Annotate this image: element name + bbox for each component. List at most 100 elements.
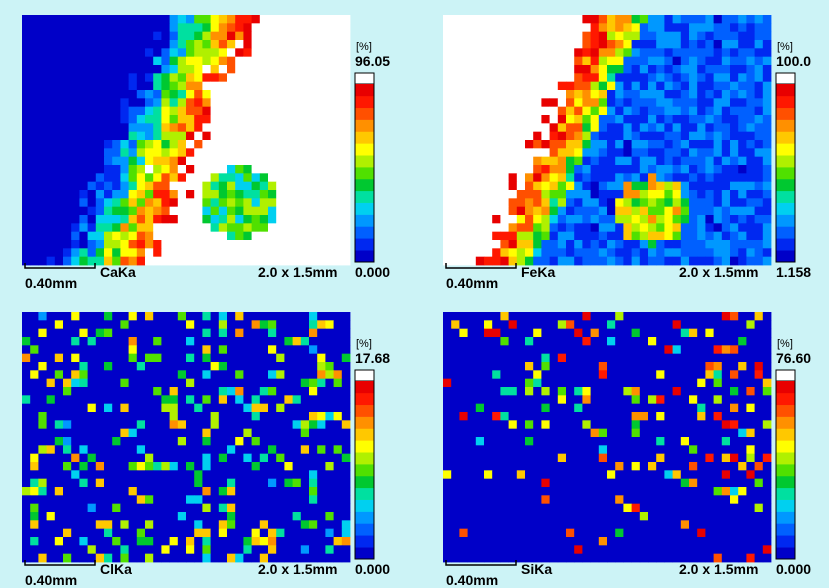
map-pixel <box>468 48 477 57</box>
map-pixel <box>533 73 542 82</box>
map-pixel <box>211 437 220 446</box>
map-pixel <box>591 445 600 454</box>
map-pixel <box>623 123 632 132</box>
map-pixel <box>500 462 509 471</box>
map-pixel <box>722 148 731 157</box>
map-pixel <box>235 437 244 446</box>
map-pixel <box>63 462 72 471</box>
map-pixel <box>746 107 755 116</box>
map-pixel <box>558 82 567 91</box>
map-pixel <box>120 198 129 207</box>
map-pixel <box>79 379 88 388</box>
map-pixel <box>227 345 236 354</box>
map-pixel <box>673 370 682 379</box>
map-pixel <box>484 354 493 363</box>
map-pixel <box>558 48 567 57</box>
map-pixel <box>96 520 105 529</box>
map-pixel <box>722 354 731 363</box>
map-pixel <box>582 354 591 363</box>
map-pixel <box>656 479 665 488</box>
map-pixel <box>664 312 673 321</box>
map-pixel <box>705 487 714 496</box>
map-pixel <box>500 257 509 266</box>
map-pixel <box>459 395 468 404</box>
map-pixel <box>722 90 731 99</box>
map-pixel <box>623 504 632 513</box>
map-pixel <box>656 537 665 546</box>
map-pixel <box>746 48 755 57</box>
map-pixel <box>730 479 739 488</box>
map-pixel <box>714 40 723 49</box>
map-pixel <box>153 454 162 463</box>
map-pixel <box>301 395 310 404</box>
map-pixel <box>648 379 657 388</box>
map-pixel <box>227 329 236 338</box>
map-pixel <box>194 140 203 149</box>
map-pixel <box>738 182 747 191</box>
map-pixel <box>55 370 64 379</box>
map-pixel <box>47 512 56 521</box>
map-pixel <box>689 165 698 174</box>
map-pixel <box>104 40 113 49</box>
map-pixel <box>738 445 747 454</box>
map-pixel <box>533 15 542 24</box>
map-pixel <box>120 32 129 41</box>
map-pixel <box>689 48 698 57</box>
map-pixel <box>599 404 608 413</box>
map-pixel <box>664 395 673 404</box>
map-pixel <box>243 412 252 421</box>
map-pixel <box>591 98 600 107</box>
map-pixel <box>476 462 485 471</box>
map-pixel <box>656 190 665 199</box>
map-pixel <box>120 437 129 446</box>
map-pixel <box>623 362 632 371</box>
map-pixel <box>276 520 285 529</box>
colorbar-step <box>776 523 795 535</box>
map-pixel <box>96 223 105 232</box>
map-pixel <box>492 23 501 32</box>
map-pixel <box>746 537 755 546</box>
map-pixel <box>145 73 154 82</box>
map-pixel <box>755 248 764 257</box>
map-pixel <box>260 123 269 132</box>
map-pixel <box>325 248 334 257</box>
map-pixel <box>22 32 31 41</box>
map-pixel <box>63 479 72 488</box>
map-pixel <box>194 165 203 174</box>
map-pixel <box>615 329 624 338</box>
map-pixel <box>79 429 88 438</box>
map-pixel <box>112 82 121 91</box>
map-pixel <box>730 140 739 149</box>
map-pixel <box>301 48 310 57</box>
map-pixel <box>509 240 518 249</box>
map-pixel <box>293 495 302 504</box>
map-pixel <box>55 232 64 241</box>
map-pixel <box>325 354 334 363</box>
map-pixel <box>79 354 88 363</box>
map-pixel <box>468 554 477 563</box>
map-pixel <box>673 437 682 446</box>
map-pixel <box>533 462 542 471</box>
map-pixel <box>599 545 608 554</box>
map-pixel <box>268 537 277 546</box>
map-pixel <box>88 512 97 521</box>
map-pixel <box>574 545 583 554</box>
map-pixel <box>342 173 351 182</box>
map-pixel <box>260 173 269 182</box>
map-pixel <box>170 329 179 338</box>
map-pixel <box>492 379 501 388</box>
map-pixel <box>145 140 154 149</box>
map-pixel <box>227 479 236 488</box>
map-pixel <box>276 107 285 116</box>
map-pixel <box>525 15 534 24</box>
map-pixel <box>235 487 244 496</box>
map-pixel <box>755 429 764 438</box>
map-pixel <box>79 132 88 141</box>
map-pixel <box>55 329 64 338</box>
map-pixel <box>541 445 550 454</box>
map-pixel <box>334 73 343 82</box>
map-pixel <box>55 73 64 82</box>
map-pixel <box>293 445 302 454</box>
map-pixel <box>697 198 706 207</box>
map-pixel <box>582 379 591 388</box>
